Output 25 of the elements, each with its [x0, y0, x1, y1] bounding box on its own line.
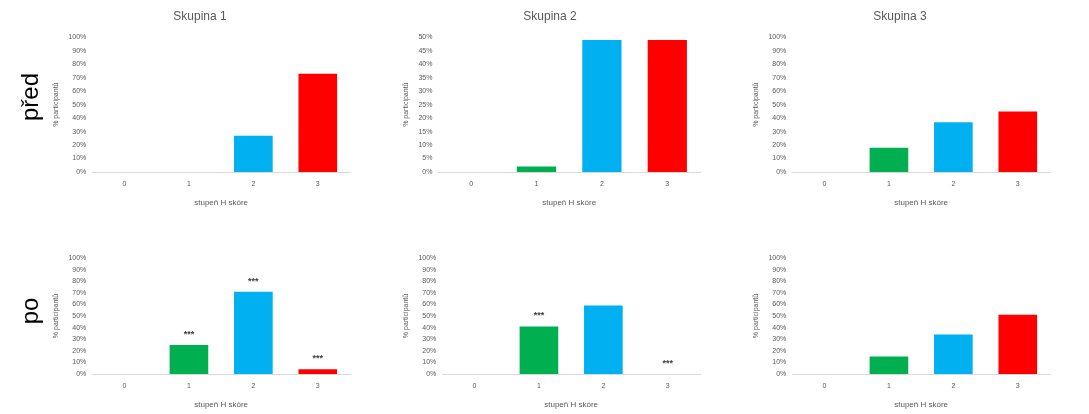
annotation: *** — [533, 310, 545, 321]
annotation: *** — [183, 328, 195, 339]
x-axis-title: stupeň H skóre — [894, 400, 949, 410]
bar — [298, 369, 338, 374]
x-axis-title: stupeň H skóre — [194, 198, 249, 208]
chart-title: Skupina 2 — [523, 8, 578, 23]
x-axis-title: stupeň H skóre — [194, 400, 249, 410]
bar — [234, 291, 273, 374]
annotation: *** — [662, 357, 674, 368]
chart-title: Skupina 3 — [873, 8, 928, 23]
bar — [998, 111, 1038, 172]
annotation: *** — [248, 275, 260, 286]
x-axis-title: stupeň H skóre — [542, 198, 597, 208]
bar — [998, 314, 1038, 374]
chart-title: Skupina 1 — [173, 8, 228, 23]
text: po — [16, 296, 44, 327]
bar — [869, 147, 909, 172]
bar — [869, 356, 909, 374]
x-axis-title: stupeň H skóre — [894, 198, 949, 208]
bar — [934, 334, 973, 374]
text: před — [16, 71, 44, 122]
bar — [169, 345, 209, 374]
annotation: *** — [312, 353, 324, 364]
bar — [934, 122, 973, 172]
x-axis-title: stupeň H skóre — [544, 400, 599, 410]
